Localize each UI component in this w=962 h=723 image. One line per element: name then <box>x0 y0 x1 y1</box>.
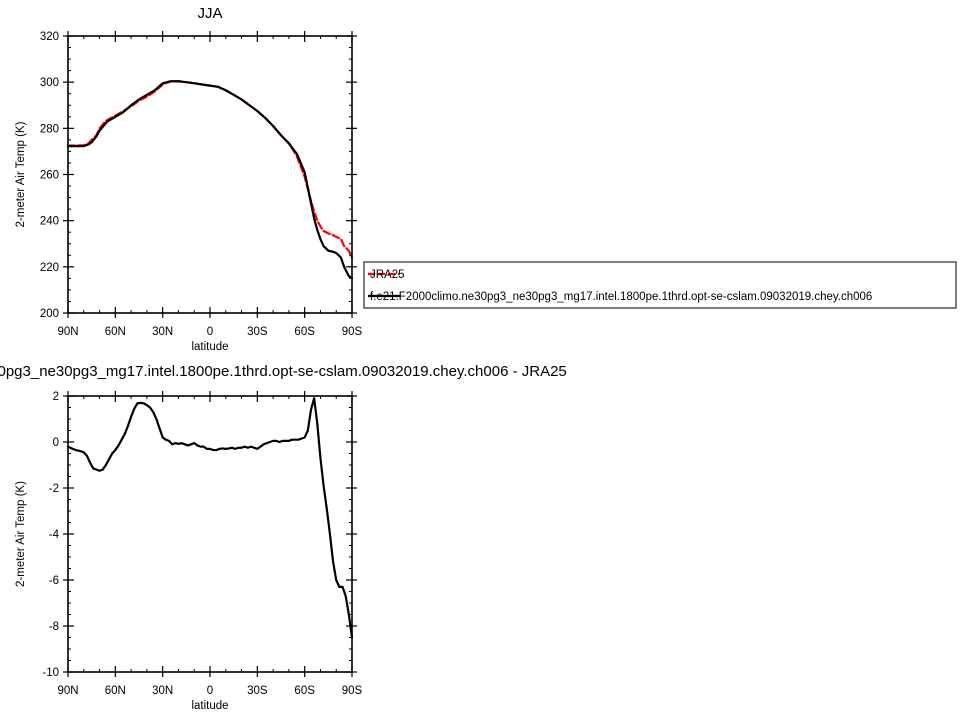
y-tick-label: 2 <box>53 391 59 403</box>
legend <box>363 261 957 309</box>
y-tick-label: 280 <box>40 123 59 135</box>
x-tick-label: 90N <box>57 326 78 338</box>
x-axis-label: latitude <box>191 700 228 712</box>
series-line-1 <box>66 80 354 259</box>
y-tick-label: -2 <box>49 483 59 495</box>
y-axis-label: 2-meter Air Temp (K) <box>15 481 27 587</box>
x-axis-label: latitude <box>191 341 228 353</box>
x-tick-label: 30S <box>247 326 268 338</box>
y-tick-label: -8 <box>49 621 59 633</box>
series-line-2 <box>66 80 354 280</box>
y-tick-label: -6 <box>49 575 59 587</box>
series-line-1 <box>66 397 354 639</box>
x-tick-label: 30N <box>152 685 173 697</box>
y-tick-label: 300 <box>40 77 59 89</box>
y-tick-label: 200 <box>40 308 59 320</box>
y-tick-label: -4 <box>49 529 60 541</box>
plot-frame <box>67 35 353 314</box>
y-tick-label: 220 <box>40 262 59 274</box>
x-tick-label: 90S <box>342 685 363 697</box>
y-tick-label: 320 <box>40 31 59 43</box>
x-tick-label: 30N <box>152 326 173 338</box>
x-tick-label: 90S <box>342 326 363 338</box>
legend-label: f.e21.F2000climo.ne30pg3_ne30pg3_mg17.in… <box>370 291 872 303</box>
x-tick-label: 0 <box>207 326 213 338</box>
y-tick-label: -10 <box>42 667 59 679</box>
chart-1 <box>63 31 357 318</box>
x-tick-label: 60S <box>294 685 315 697</box>
y-axis-label: 2-meter Air Temp (K) <box>15 121 27 227</box>
x-tick-label: 90N <box>57 685 78 697</box>
legend-label: JRA25 <box>370 269 405 281</box>
y-tick-label: 260 <box>40 170 59 182</box>
chart-title: JJA <box>197 5 222 22</box>
chart-title: f.e21.F2000climo.ne30pg3_ne30pg3_mg17.in… <box>0 363 567 380</box>
y-tick-label: 240 <box>40 216 59 228</box>
chart-2 <box>63 391 357 677</box>
plot-frame <box>67 395 353 673</box>
x-tick-label: 60N <box>105 326 126 338</box>
y-tick-label: 0 <box>53 437 59 449</box>
x-tick-label: 30S <box>247 685 268 697</box>
x-tick-label: 60N <box>105 685 126 697</box>
x-tick-label: 60S <box>294 326 315 338</box>
legend-box <box>363 261 957 309</box>
x-tick-label: 0 <box>207 685 213 697</box>
